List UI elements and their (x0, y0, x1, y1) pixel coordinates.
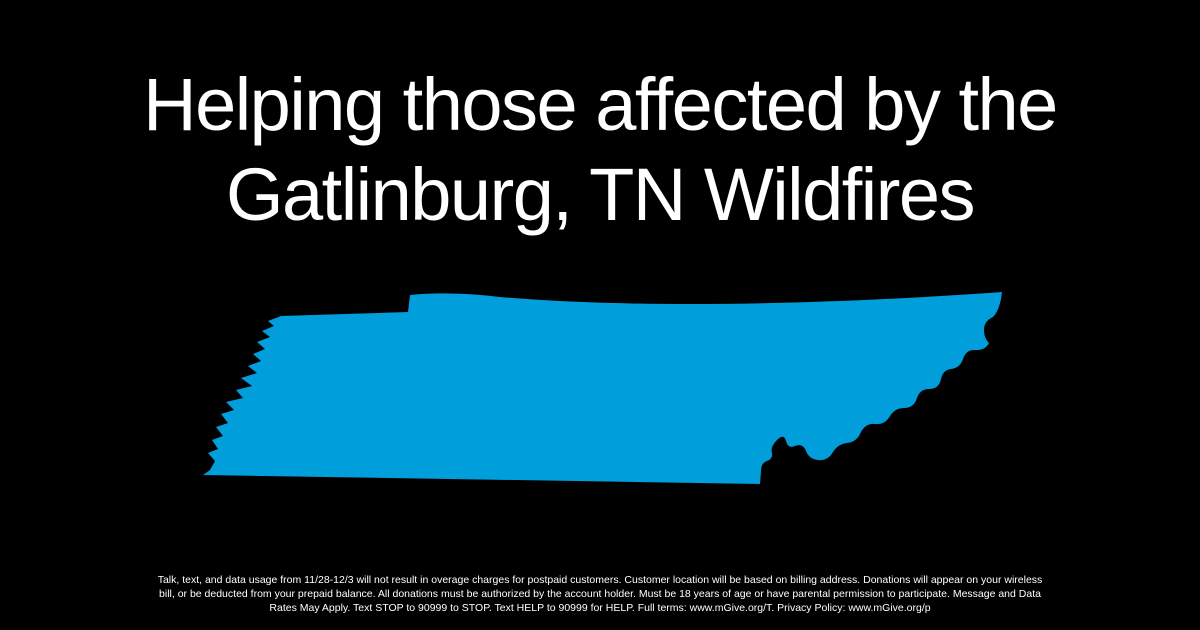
title-line-1: Helping those affected by the (143, 63, 1058, 146)
disclaimer: Talk, text, and data usage from 11/28-12… (0, 573, 1200, 615)
disclaimer-line: Rates May Apply. Text STOP to 90999 to S… (269, 602, 931, 614)
page-title: Helping those affected by the Gatlinburg… (0, 60, 1200, 240)
disclaimer-line: bill, or be deducted from your prepaid b… (159, 588, 1041, 600)
tennessee-shape (203, 292, 1002, 484)
title-line-2: Gatlinburg, TN Wildfires (225, 153, 976, 236)
disclaimer-line: Talk, text, and data usage from 11/28-12… (157, 574, 1043, 586)
